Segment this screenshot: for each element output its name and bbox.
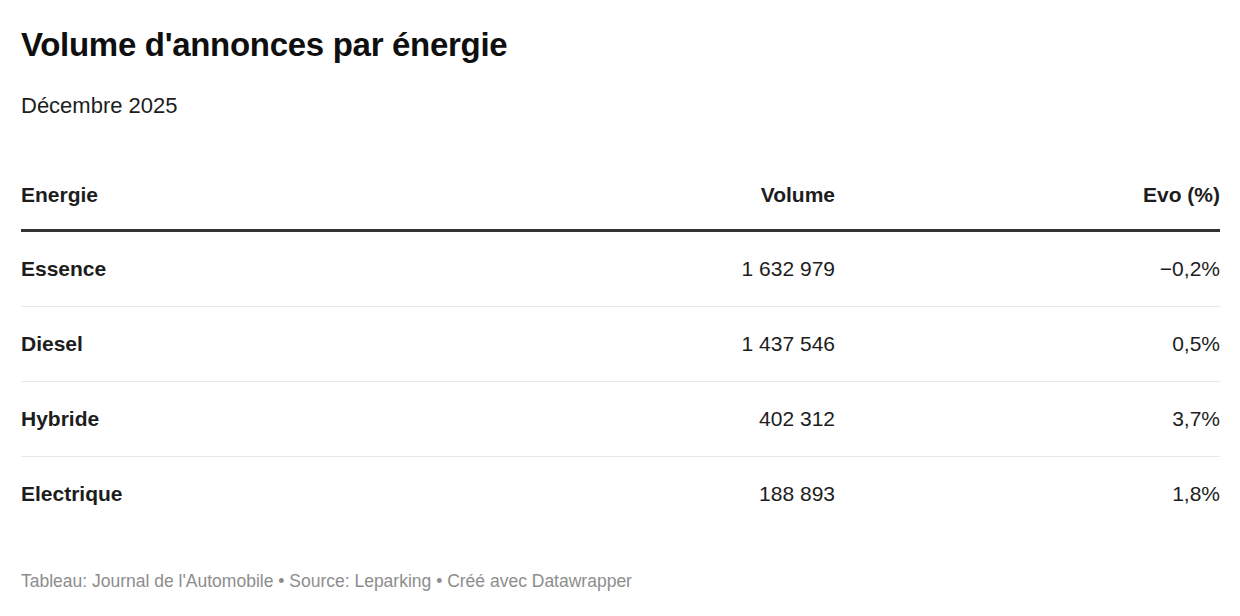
- evo-value: −0,2%: [835, 231, 1220, 307]
- table-row: Diesel 1 437 546 0,5%: [21, 307, 1220, 382]
- volume-value: 1 437 546: [421, 307, 835, 382]
- table-visualization: Volume d'annonces par énergie Décembre 2…: [0, 0, 1240, 616]
- volume-value: 188 893: [421, 457, 835, 532]
- table-header: Energie Volume Evo (%): [21, 182, 1220, 231]
- table-body: Essence 1 632 979 −0,2% Diesel 1 437 546…: [21, 231, 1220, 532]
- column-header-energie: Energie: [21, 182, 421, 231]
- table-row: Essence 1 632 979 −0,2%: [21, 231, 1220, 307]
- row-label-diesel: Diesel: [21, 307, 421, 382]
- page-title: Volume d'annonces par énergie: [21, 26, 1220, 64]
- volume-value: 1 632 979: [421, 231, 835, 307]
- table-row: Electrique 188 893 1,8%: [21, 457, 1220, 532]
- table-row: Hybride 402 312 3,7%: [21, 382, 1220, 457]
- row-label-essence: Essence: [21, 231, 421, 307]
- row-label-electrique: Electrique: [21, 457, 421, 532]
- evo-value: 0,5%: [835, 307, 1220, 382]
- energy-volume-table: Energie Volume Evo (%) Essence 1 632 979…: [21, 182, 1220, 531]
- row-label-hybride: Hybride: [21, 382, 421, 457]
- column-header-volume: Volume: [421, 182, 835, 231]
- subtitle: Décembre 2025: [21, 92, 1220, 120]
- evo-value: 3,7%: [835, 382, 1220, 457]
- attribution-footer: Tableau: Journal de l'Automobile • Sourc…: [21, 569, 1220, 593]
- column-header-evo: Evo (%): [835, 182, 1220, 231]
- evo-value: 1,8%: [835, 457, 1220, 532]
- header-row: Energie Volume Evo (%): [21, 182, 1220, 231]
- volume-value: 402 312: [421, 382, 835, 457]
